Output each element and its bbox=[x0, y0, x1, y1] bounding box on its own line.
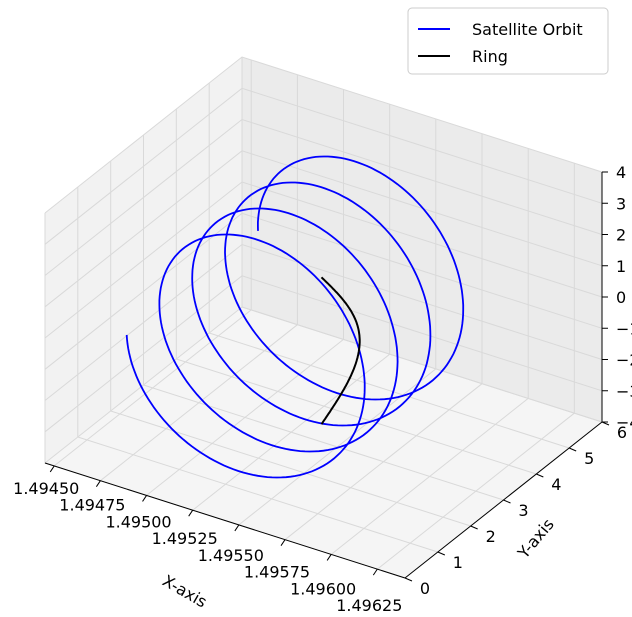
grid-z-2 bbox=[44, 243, 603, 401]
legend-label-ring: Ring bbox=[472, 47, 508, 66]
x-tick-mark-1 bbox=[95, 480, 101, 487]
z-tick-label-0: 4 bbox=[616, 163, 626, 182]
grid-z-8 bbox=[44, 56, 603, 214]
x-tick-mark-0 bbox=[49, 465, 55, 473]
grid-z-4 bbox=[44, 181, 603, 339]
x-tick-label-6: 1.49600 bbox=[290, 579, 356, 598]
grid-z-6 bbox=[44, 118, 603, 276]
grid-z-3 bbox=[44, 212, 603, 370]
y-tick-label-4: 4 bbox=[551, 475, 561, 494]
legend-frame bbox=[407, 7, 609, 75]
y-tick-mark-5 bbox=[568, 447, 577, 452]
x-tick-label-1: 1.49475 bbox=[59, 496, 125, 515]
y-tick-label-0: 0 bbox=[420, 579, 430, 598]
y-tick-label-5: 5 bbox=[584, 449, 594, 468]
x-tick-label-3: 1.49525 bbox=[152, 529, 218, 548]
x-tick-label-0: 1.49450 bbox=[13, 479, 79, 498]
z-tick-label-3: 1 bbox=[616, 257, 626, 276]
y-tick-mark-0 bbox=[404, 577, 413, 582]
x-tick-mark-4 bbox=[234, 524, 240, 532]
x-tick-mark-7 bbox=[372, 568, 378, 576]
axis-panes bbox=[45, 57, 602, 578]
y-tick-label-6: 6 bbox=[617, 423, 627, 442]
x-tick-label-4: 1.49550 bbox=[198, 546, 264, 565]
y-tick-mark-4 bbox=[536, 473, 544, 478]
z-tick-label-7: −3 bbox=[616, 382, 632, 401]
grid-z-7 bbox=[44, 87, 603, 245]
series-satellite-orbit-line bbox=[125, 155, 465, 479]
z-tick-label-1: 3 bbox=[616, 194, 626, 213]
x-tick-mark-6 bbox=[326, 554, 332, 561]
x-tick-mark-3 bbox=[188, 509, 194, 517]
y-axis-label: Y-axis bbox=[513, 515, 558, 563]
z-tick-label-5: −1 bbox=[616, 319, 632, 338]
series-ring-line bbox=[320, 276, 361, 425]
z-tick-label-8: −4 bbox=[616, 413, 632, 432]
series-lines bbox=[125, 155, 465, 479]
x-tick-label-2: 1.49500 bbox=[105, 512, 171, 531]
x-axis-label: X-axis bbox=[159, 571, 210, 611]
y-tick-label-3: 3 bbox=[518, 501, 528, 520]
x-tick-mark-5 bbox=[280, 539, 286, 546]
legend-label-satellite-orbit: Satellite Orbit bbox=[472, 20, 583, 39]
grid-z-1 bbox=[44, 275, 603, 433]
x-axis-line bbox=[44, 462, 406, 579]
z-tick-label-2: 2 bbox=[616, 226, 626, 245]
x-tick-label-5: 1.49575 bbox=[244, 563, 310, 582]
z-tick-label-6: −2 bbox=[616, 351, 632, 370]
y-tick-label-2: 2 bbox=[486, 527, 496, 546]
x-tick-label-7: 1.49625 bbox=[336, 596, 402, 615]
y-tick-mark-2 bbox=[470, 525, 478, 530]
grid-lines bbox=[44, 56, 603, 579]
grid-z-0 bbox=[44, 306, 603, 464]
tick-labels: 1.494501.494751.495001.495251.495501.495… bbox=[13, 163, 632, 615]
y-tick-label-1: 1 bbox=[453, 553, 463, 572]
z-tick-label-4: 0 bbox=[616, 288, 626, 307]
grid-z-5 bbox=[44, 150, 603, 308]
x-tick-mark-2 bbox=[142, 495, 147, 502]
legend: Satellite Orbit Ring bbox=[407, 7, 609, 75]
y-tick-mark-1 bbox=[437, 551, 446, 556]
y-tick-mark-3 bbox=[503, 499, 511, 504]
